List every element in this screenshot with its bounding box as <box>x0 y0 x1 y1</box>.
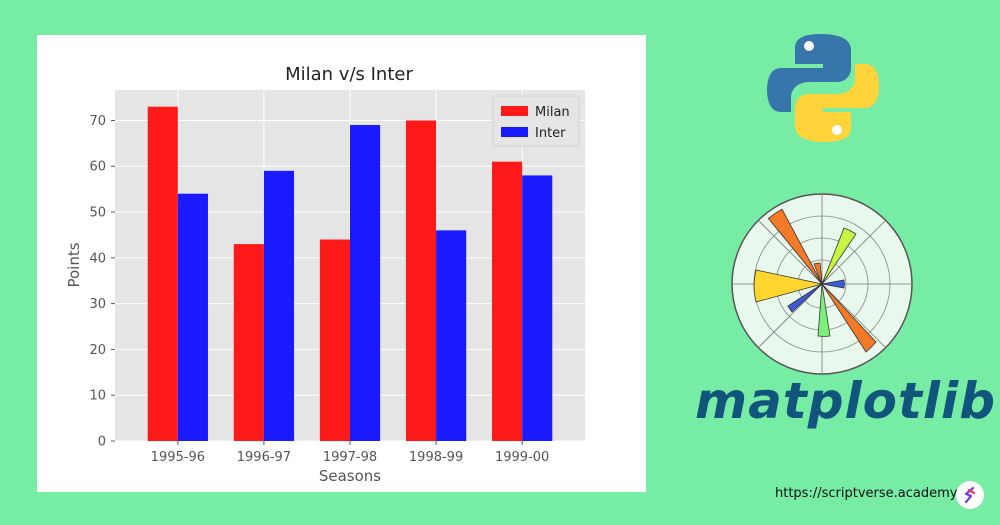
bar-inter-1997-98 <box>350 125 381 441</box>
bar-milan-1998-99 <box>405 120 437 441</box>
bar-milan-1995-96 <box>147 106 178 441</box>
matplotlib-wordmark: matplotlib <box>695 372 996 430</box>
python-logo-icon <box>767 34 879 142</box>
y-tick-label: 70 <box>89 114 106 129</box>
y-tick-label: 20 <box>89 343 106 358</box>
y-tick-label: 0 <box>98 435 106 450</box>
bar-milan-1997-98 <box>319 239 350 441</box>
y-tick-label: 50 <box>89 206 106 221</box>
y-axis-label: Points <box>65 242 83 287</box>
y-tick-labels: 0 10 20 30 40 50 60 70 <box>89 114 115 450</box>
chart-title: Milan v/s Inter <box>285 64 413 85</box>
legend-label-milan: Milan <box>535 105 570 120</box>
bar-milan-1996-97 <box>233 244 264 441</box>
y-tick-label: 40 <box>89 251 106 266</box>
matplotlib-polar-logo-icon <box>731 193 913 375</box>
x-tick-labels: 1995-96 1996-97 1997-98 1998-99 1999-00 <box>151 441 549 465</box>
x-tick-label: 1999-00 <box>495 450 549 465</box>
bar-milan-1999-00 <box>492 161 523 442</box>
scriptverse-logo-icon <box>956 481 984 509</box>
x-tick-label: 1998-99 <box>409 450 463 465</box>
bar-inter-1995-96 <box>177 193 208 441</box>
x-tick-label: 1996-97 <box>237 450 291 465</box>
bar-inter-1999-00 <box>522 175 553 441</box>
legend-swatch-milan <box>501 106 528 116</box>
legend-swatch-inter <box>501 127 528 137</box>
y-tick-label: 60 <box>89 160 106 175</box>
chart-panel: Milan v/s Inter 0 10 20 30 40 50 60 70 1995-96 1… <box>37 35 646 492</box>
bars <box>147 106 553 442</box>
legend: Milan Inter <box>492 95 580 147</box>
bar-inter-1998-99 <box>436 230 467 441</box>
x-axis-label: Seasons <box>319 467 381 485</box>
x-tick-label: 1995-96 <box>151 450 205 465</box>
site-url[interactable]: https://scriptverse.academy <box>775 486 958 501</box>
y-tick-label: 30 <box>89 297 106 312</box>
x-tick-label: 1997-98 <box>323 450 377 465</box>
bar-inter-1996-97 <box>263 170 295 442</box>
y-tick-label: 10 <box>89 389 106 404</box>
legend-label-inter: Inter <box>535 126 566 141</box>
